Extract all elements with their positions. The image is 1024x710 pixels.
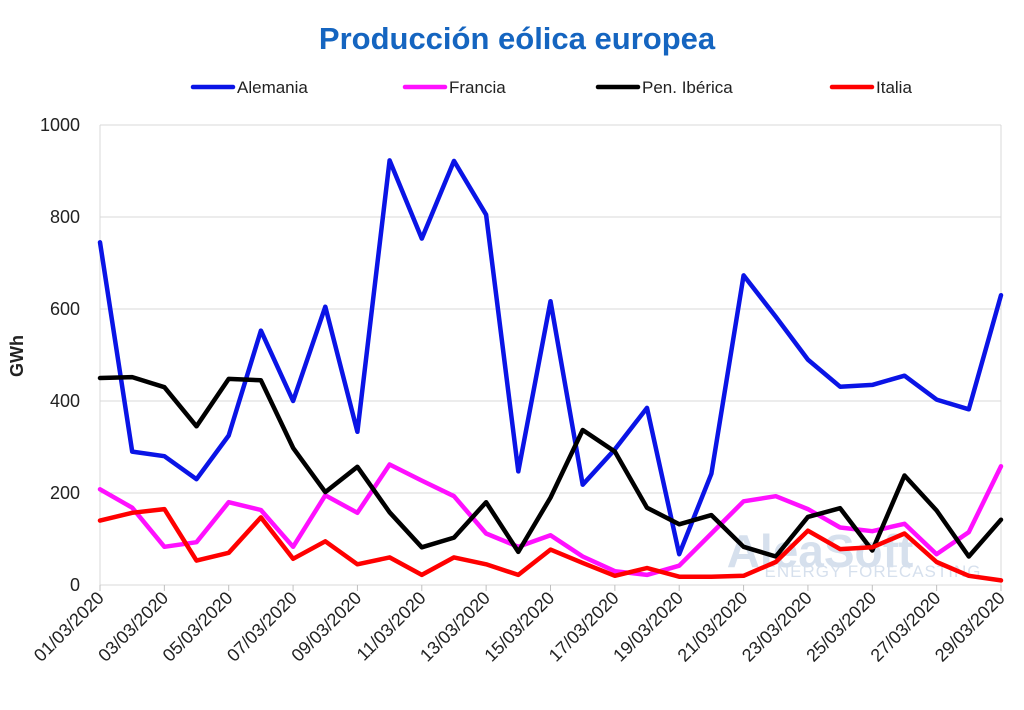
- series-line-alemania: [97, 158, 1004, 557]
- y-tick-label: 200: [50, 483, 80, 503]
- legend-label: Italia: [876, 78, 912, 97]
- series-line-pen-ib-rica: [97, 374, 1004, 559]
- legend-label: Pen. Ibérica: [642, 78, 733, 97]
- watermark-tagline: ENERGY FORECASTING: [765, 562, 982, 581]
- y-axis-ticks: 0 200 400 600 800 1000: [40, 115, 80, 595]
- chart-title: Producción eólica europea: [319, 21, 716, 56]
- axes: [99, 125, 1002, 586]
- legend-label: Alemania: [237, 78, 308, 97]
- y-tick-label: 0: [70, 575, 80, 595]
- x-tick-label: 29/03/2020: [931, 588, 1009, 666]
- legend-item: Francia: [402, 78, 506, 97]
- y-tick-label: 1000: [40, 115, 80, 135]
- x-tick-label: 09/03/2020: [287, 588, 365, 666]
- legend-item: Pen. Ibérica: [595, 78, 733, 97]
- series-line-francia: [97, 462, 1004, 578]
- legend-item: Alemania: [190, 78, 308, 97]
- series-line-italia: [97, 506, 1004, 583]
- series-lines: [97, 158, 1004, 583]
- y-tick-label: 600: [50, 299, 80, 319]
- legend-item: Italia: [829, 78, 912, 97]
- legend: Alemania Francia Pen. Ibérica Italia: [190, 78, 912, 97]
- y-tick-label: 800: [50, 207, 80, 227]
- y-tick-label: 400: [50, 391, 80, 411]
- x-axis-ticks: 01/03/202003/03/202005/03/202007/03/2020…: [30, 585, 1009, 666]
- legend-label: Francia: [449, 78, 506, 97]
- y-axis-label: GWh: [7, 335, 27, 377]
